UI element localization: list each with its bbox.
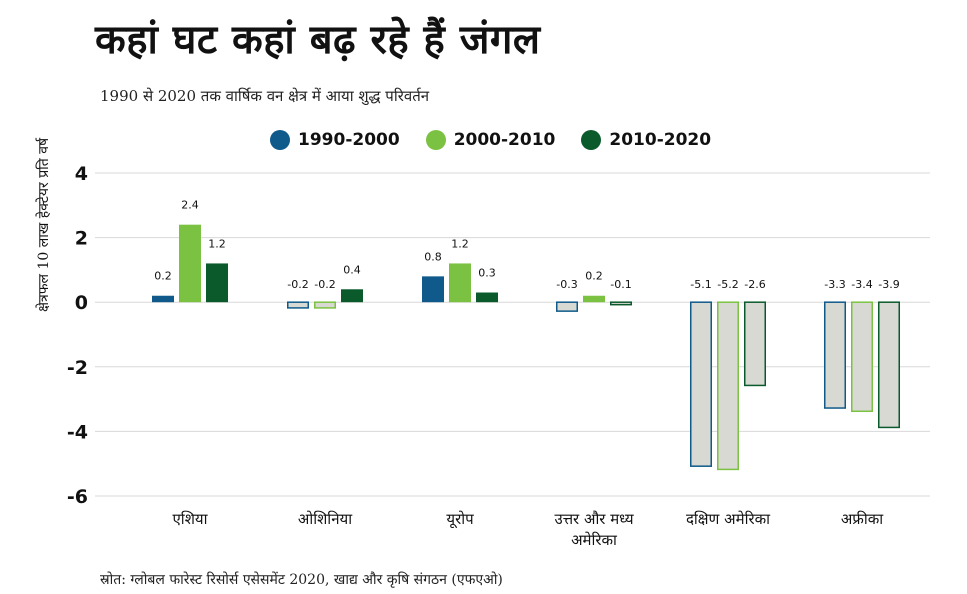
bar (476, 292, 498, 303)
bar (824, 301, 846, 409)
bar (449, 263, 471, 303)
legend-item-2000: 2000-2010 (425, 130, 556, 150)
data-label: 1.2 (451, 237, 469, 250)
data-label: -3.4 (851, 278, 872, 291)
bar (206, 263, 228, 303)
bar (744, 301, 766, 387)
bar (690, 301, 712, 467)
y-tick-label: -4 (67, 421, 88, 443)
category-label: उत्तर और मध्य (554, 510, 633, 528)
category-label: यूरोप (446, 510, 474, 529)
bar (314, 301, 336, 309)
data-label: -0.2 (287, 278, 308, 291)
y-tick-label: 0 (75, 292, 88, 314)
legend-item-1990: 1990-2000 (270, 130, 400, 150)
legend-swatch-2000 (425, 130, 446, 150)
data-label: 0.8 (424, 250, 442, 263)
bar (152, 295, 174, 303)
data-label: 0.3 (478, 267, 496, 280)
data-label: -2.6 (744, 278, 765, 291)
data-label: 0.2 (585, 270, 603, 283)
legend: 1990-2000 2000-2010 2010-2020 (270, 130, 711, 150)
data-label: -0.2 (314, 278, 335, 291)
bar (422, 276, 444, 303)
bar (341, 289, 363, 303)
data-label: -3.3 (824, 278, 845, 291)
bar (287, 301, 309, 309)
legend-label-2010: 2010-2020 (609, 130, 712, 150)
legend-swatch-1990 (270, 130, 290, 150)
legend-swatch-2010 (581, 130, 602, 150)
y-tick-label: 4 (75, 163, 88, 185)
data-label: 2.4 (181, 199, 199, 212)
legend-label-2000: 2000-2010 (453, 130, 556, 150)
bar (851, 301, 873, 413)
y-tick-label: -6 (67, 486, 88, 508)
chart-subtitle: 1990 से 2020 तक वार्षिक वन क्षेत्र में आ… (100, 87, 430, 105)
category-label: ओशिनिया (298, 510, 353, 528)
category-label: एशिया (173, 510, 209, 528)
chart-title: कहां घट कहां बढ़ रहे हैं जंगल (95, 17, 541, 63)
data-label: -5.1 (690, 278, 711, 291)
y-tick-label: 2 (75, 228, 88, 250)
y-tick-label: -2 (67, 357, 88, 379)
bar (556, 301, 578, 312)
data-label: 1.2 (208, 237, 226, 250)
data-label: -5.2 (717, 278, 738, 291)
bar (610, 301, 632, 306)
data-label: -3.9 (878, 278, 899, 291)
bar (717, 301, 739, 471)
data-label: -0.1 (610, 278, 631, 291)
bar (179, 224, 201, 303)
data-label: -0.3 (556, 278, 577, 291)
legend-label-1990: 1990-2000 (298, 130, 400, 150)
category-label: दक्षिण अमेरिका (686, 510, 771, 528)
data-label: 0.2 (154, 270, 172, 283)
source-note: स्रोत: ग्लोबल फारेस्ट रिसोर्स एसेसमेंट 2… (100, 572, 503, 588)
category-label: अफ्रीका (841, 510, 884, 528)
bar (878, 301, 900, 429)
legend-item-2010: 2010-2020 (581, 130, 711, 150)
bar (583, 295, 605, 303)
data-label: 0.4 (343, 263, 361, 276)
category-label: अमेरिका (571, 531, 618, 549)
